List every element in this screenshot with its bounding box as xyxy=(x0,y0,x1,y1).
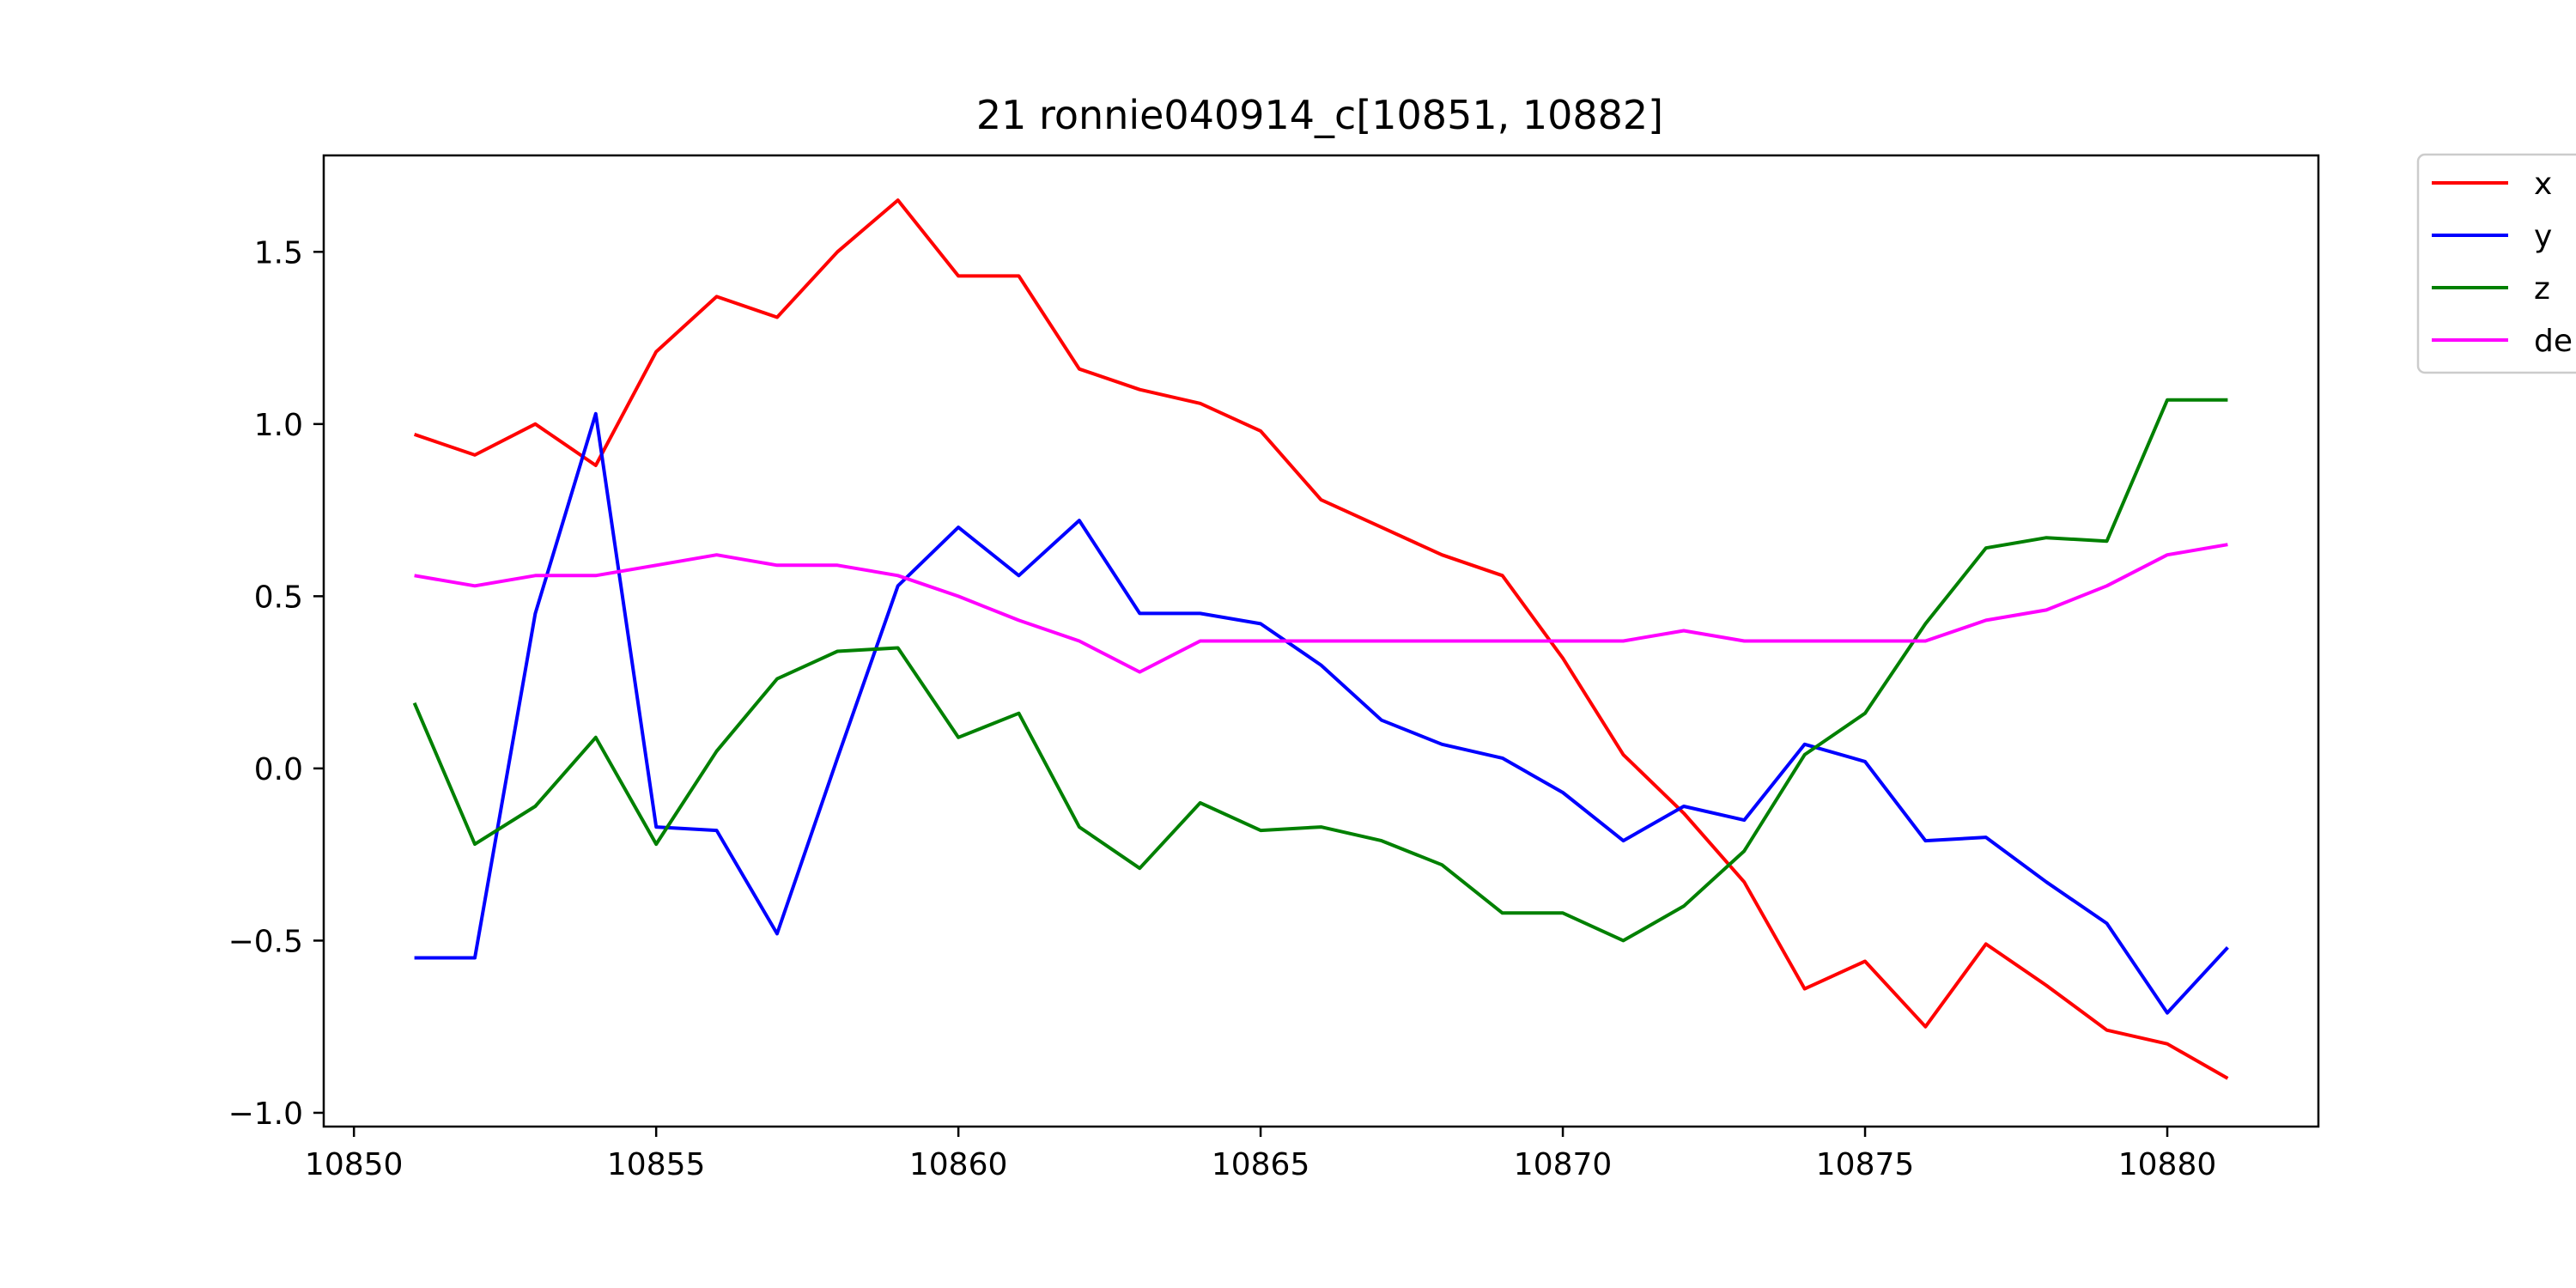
plot-area-frame xyxy=(322,154,2320,1128)
legend-label-y: y xyxy=(2534,219,2552,254)
series-line-z xyxy=(412,398,2228,943)
x-tick-label: 10855 xyxy=(607,1147,706,1182)
y-axis: 1.5 1.0 0.5 0.0 −0.5 −1.0 xyxy=(228,235,324,1132)
x-tick-label: 10865 xyxy=(1212,1147,1310,1182)
y-tick-label: 0.5 xyxy=(254,580,303,615)
y-tick-label: −1.0 xyxy=(228,1097,303,1132)
chart-title: 21 ronnie040914_c[10851, 10882] xyxy=(976,92,1663,138)
y-tick-label: 1.0 xyxy=(254,408,303,443)
x-axis: 10850 10855 10860 10865 10870 10875 10880 xyxy=(305,1127,2216,1182)
legend: xyz de xyxy=(2416,153,2576,374)
x-tick-label: 10875 xyxy=(1816,1147,1915,1182)
legend-label-x: x xyxy=(2534,167,2552,202)
series-line-x xyxy=(413,198,2229,1080)
legend-label-de: de xyxy=(2534,324,2573,359)
series-line-y xyxy=(414,411,2229,1015)
x-tick-label: 10860 xyxy=(909,1147,1008,1182)
x-tick-label: 10880 xyxy=(2118,1147,2217,1182)
y-tick-label: 1.5 xyxy=(254,235,303,270)
y-tick-label: −0.5 xyxy=(228,924,303,959)
series-line-de xyxy=(414,543,2228,674)
x-tick-label: 10850 xyxy=(305,1147,404,1182)
legend-frame xyxy=(2416,153,2576,374)
y-tick-label: 0.0 xyxy=(254,752,303,787)
series-layer xyxy=(412,198,2229,1080)
x-tick-label: 10870 xyxy=(1514,1147,1613,1182)
legend-label-z: z xyxy=(2534,271,2550,307)
